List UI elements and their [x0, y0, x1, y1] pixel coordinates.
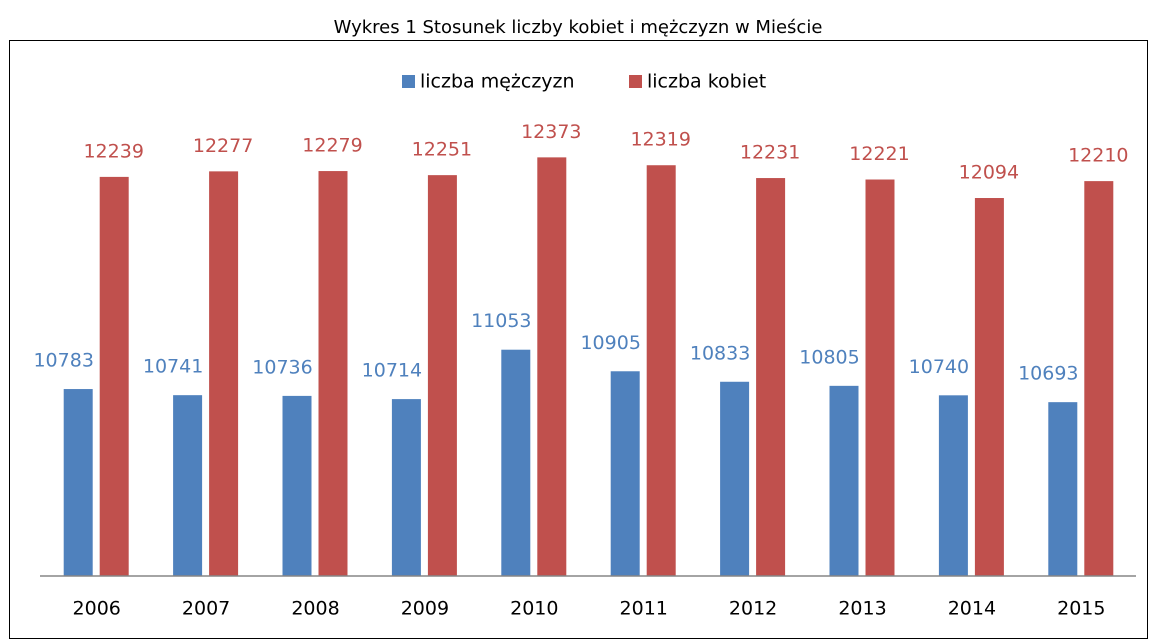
bar: [318, 171, 348, 576]
data-label: 12221: [849, 143, 909, 165]
x-tick-label: 2006: [73, 598, 121, 620]
bar: [209, 171, 239, 576]
bar: [99, 176, 129, 577]
legend-swatch: [629, 75, 642, 88]
bar: [1048, 402, 1078, 576]
x-tick-label: 2015: [1057, 598, 1105, 620]
bar: [646, 165, 676, 576]
bar: [865, 179, 895, 577]
data-label: 12319: [630, 129, 690, 151]
bar: [537, 157, 567, 576]
bar: [501, 349, 531, 576]
data-label: 10905: [580, 332, 640, 354]
x-tick-label: 2011: [620, 598, 668, 620]
bar: [974, 198, 1004, 576]
data-label: 10693: [1018, 363, 1078, 385]
data-label: 12231: [740, 142, 800, 164]
bar: [720, 381, 750, 576]
x-tick-label: 2007: [182, 598, 230, 620]
bar: [427, 175, 457, 576]
chart-title: Wykres 1 Stosunek liczby kobiet i mężczy…: [334, 17, 823, 38]
data-label: 12277: [193, 135, 253, 157]
data-label: 12210: [1068, 145, 1128, 167]
bar: [1084, 181, 1114, 576]
x-tick-label: 2013: [838, 598, 886, 620]
data-label: 12094: [959, 162, 1019, 184]
x-tick-label: 2014: [948, 598, 996, 620]
bar: [829, 385, 859, 576]
data-label: 11053: [471, 310, 531, 332]
bar: [391, 399, 421, 576]
x-tick-label: 2008: [291, 598, 339, 620]
data-label: 10833: [690, 342, 750, 364]
bar: [282, 395, 312, 576]
data-label: 10741: [143, 356, 203, 378]
data-label: 10805: [799, 346, 859, 368]
data-label: 12251: [412, 139, 472, 161]
legend-swatch: [402, 75, 415, 88]
x-tick-label: 2010: [510, 598, 558, 620]
bar: [63, 389, 93, 576]
data-label: 10740: [909, 356, 969, 378]
data-label: 12373: [521, 121, 581, 143]
bar: [610, 371, 640, 576]
data-label: 12279: [302, 135, 362, 157]
data-label: 12239: [83, 140, 143, 162]
bar: [173, 395, 203, 576]
data-label: 10714: [362, 360, 422, 382]
x-tick-label: 2012: [729, 598, 777, 620]
bar: [938, 395, 968, 576]
legend-label: liczba mężczyzn: [420, 71, 575, 93]
legend-label: liczba kobiet: [647, 71, 766, 93]
bar: [756, 178, 786, 576]
x-tick-label: 2009: [401, 598, 449, 620]
data-label: 10736: [252, 356, 312, 378]
data-label: 10783: [33, 350, 93, 372]
